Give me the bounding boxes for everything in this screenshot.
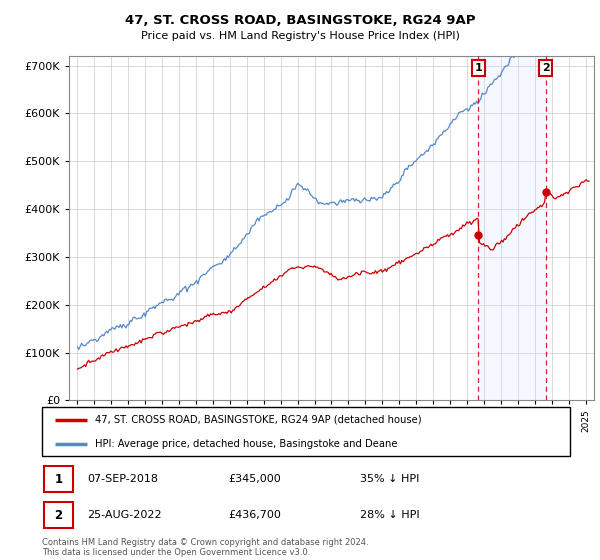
Text: 25-AUG-2022: 25-AUG-2022 — [87, 510, 161, 520]
Text: 07-SEP-2018: 07-SEP-2018 — [87, 474, 158, 484]
Text: 47, ST. CROSS ROAD, BASINGSTOKE, RG24 9AP (detached house): 47, ST. CROSS ROAD, BASINGSTOKE, RG24 9A… — [95, 415, 421, 425]
Text: HPI: Average price, detached house, Basingstoke and Deane: HPI: Average price, detached house, Basi… — [95, 438, 397, 449]
Text: Contains HM Land Registry data © Crown copyright and database right 2024.
This d: Contains HM Land Registry data © Crown c… — [42, 538, 368, 557]
Text: £345,000: £345,000 — [228, 474, 281, 484]
Text: Price paid vs. HM Land Registry's House Price Index (HPI): Price paid vs. HM Land Registry's House … — [140, 31, 460, 41]
Text: 1: 1 — [475, 63, 482, 73]
Text: 1: 1 — [55, 473, 62, 486]
Bar — [478, 56, 546, 400]
Text: 28% ↓ HPI: 28% ↓ HPI — [360, 510, 419, 520]
Text: 2: 2 — [55, 508, 62, 522]
FancyBboxPatch shape — [44, 466, 73, 492]
FancyBboxPatch shape — [44, 502, 73, 528]
Text: 2: 2 — [542, 63, 550, 73]
Text: 47, ST. CROSS ROAD, BASINGSTOKE, RG24 9AP: 47, ST. CROSS ROAD, BASINGSTOKE, RG24 9A… — [125, 14, 475, 27]
Text: £436,700: £436,700 — [228, 510, 281, 520]
Text: 35% ↓ HPI: 35% ↓ HPI — [360, 474, 419, 484]
FancyBboxPatch shape — [42, 407, 570, 456]
